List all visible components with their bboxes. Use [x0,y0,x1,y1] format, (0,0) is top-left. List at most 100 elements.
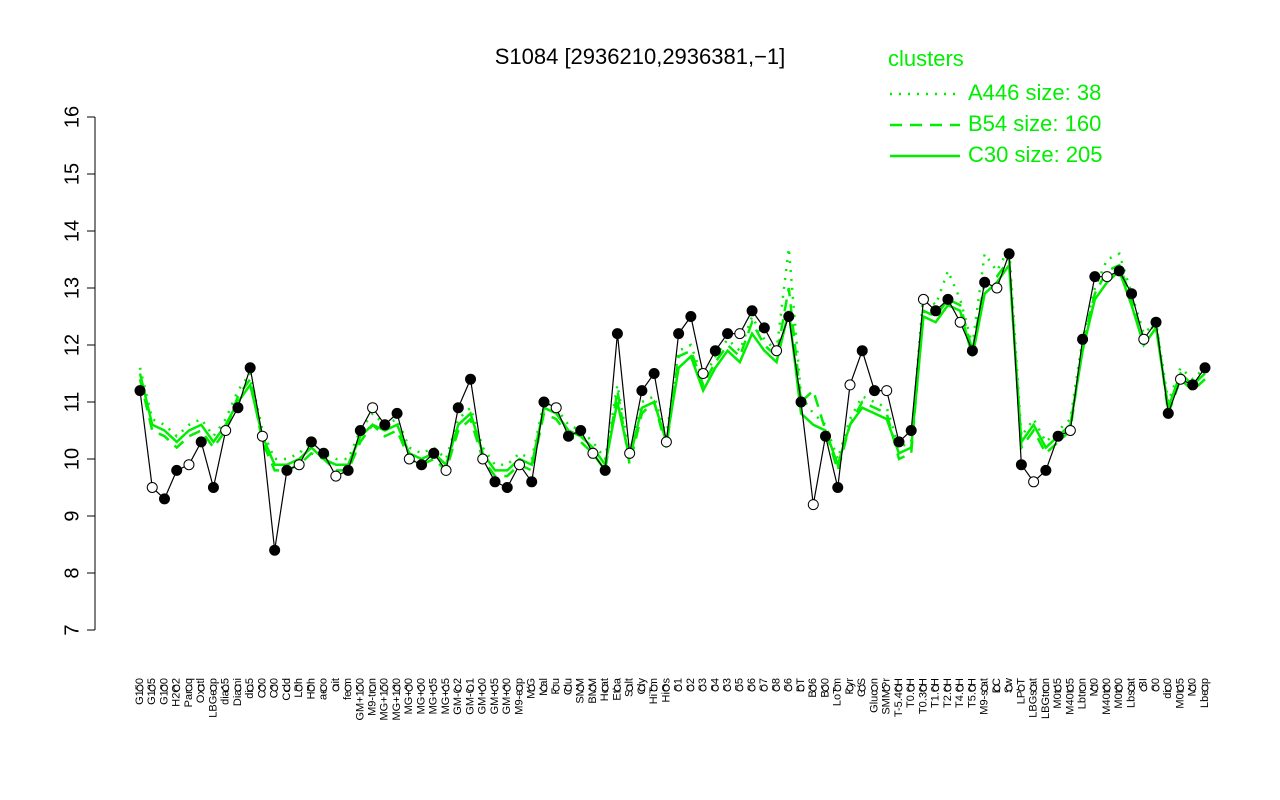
data-point [954,316,966,328]
data-point [281,464,293,476]
x-tick-label: MG+120 [391,678,403,721]
data-point [930,305,942,317]
x-tick-label: Lbexp [1199,678,1211,708]
x-tick-marker [577,684,585,692]
x-tick-marker [234,684,242,692]
x-tick-label: LoTm [832,678,844,706]
x-tick-label: Lbtran [1076,678,1088,709]
x-tick-marker [356,684,364,692]
x-tick-marker [1140,684,1148,692]
y-tick-label: 14 [61,220,83,242]
x-tick-label: M40t90 [1101,678,1113,715]
x-tick-marker [1152,684,1160,692]
data-point [1162,407,1174,419]
x-tick-marker [160,684,168,692]
data-point [550,402,562,414]
y-tick-label: 13 [61,277,83,299]
x-tick-marker [564,684,572,692]
cluster-line [138,243,1206,466]
x-tick-marker [295,684,303,692]
data-point [305,436,317,448]
x-tick-label: M9-tran [366,678,378,716]
y-tick-label: 9 [61,510,83,521]
x-tick-label: M40t45 [1064,678,1076,715]
x-tick-marker [748,684,756,692]
x-tick-label: Glucon [868,678,880,713]
data-point [562,430,574,442]
data-point [220,425,232,436]
legend-label: C30 size: 205 [968,142,1103,167]
data-point [134,385,146,397]
x-tick-label: Diami [232,678,244,706]
data-point [685,311,697,322]
x-tick-label: GM+150 [354,678,366,721]
y-tick-label: 12 [61,334,83,356]
legend-title: clusters [888,46,964,71]
x-tick-label: T4.0H [954,678,966,708]
x-tick-marker [662,684,670,692]
x-tick-marker [197,684,205,692]
data-point [807,499,819,511]
data-point [477,453,489,465]
data-point [293,459,305,471]
x-tick-label: MG+90 [403,678,415,714]
x-tick-label: H2O2 [171,678,183,707]
data-point [379,419,391,431]
x-tick-label: M0t45 [1174,678,1186,709]
x-tick-marker [258,684,266,692]
data-point [722,328,734,340]
x-tick-label: M0t45 [1052,678,1064,709]
x-tick-label: MG+15 [440,678,452,714]
data-point [403,453,415,465]
x-tick-label: Lbstat [1125,678,1137,708]
data-point [244,362,256,374]
x-tick-marker [515,684,523,692]
x-tick-marker [1017,684,1025,692]
data-point [1089,271,1101,283]
x-tick-marker [552,684,560,692]
x-tick-marker [1128,684,1136,692]
y-tick-label: 11 [61,392,83,413]
data-point [440,464,452,476]
x-tick-marker [173,684,181,692]
x-tick-marker [1177,684,1185,692]
x-tick-marker [675,684,683,692]
x-tick-marker [381,684,389,692]
data-point [917,293,929,305]
data-point [1187,379,1199,391]
data-point [1150,316,1162,328]
x-tick-marker [283,684,291,692]
x-tick-marker [638,684,646,692]
x-tick-marker [968,684,976,692]
y-tick-label: 16 [61,106,83,128]
x-tick-label: T-5.40H [893,678,905,717]
x-tick-label: MG+45 [428,678,440,714]
x-tick-label: GM-0.2 [452,678,464,715]
x-tick-label: T0.0H [905,678,917,708]
x-tick-marker [687,684,695,692]
x-tick-marker [528,684,536,692]
x-tick-label: LBGtran [1040,678,1052,719]
data-point [697,368,709,379]
data-point [881,385,893,397]
x-tick-marker [650,684,658,692]
x-tick-label: GM+90 [501,678,513,714]
x-tick-label: M9-stat [979,678,991,715]
data-point [979,276,991,288]
x-tick-marker [246,684,254,692]
data-point [416,459,428,471]
x-tick-marker [467,684,475,692]
x-tick-marker [883,684,891,692]
data-point [1077,333,1089,345]
x-tick-marker [430,684,438,692]
x-tick-label: Paraq [183,678,195,707]
x-tick-label: MG+150 [379,678,391,721]
x-tick-label: T2.0H [942,678,954,708]
data-point [771,345,783,357]
x-tick-marker [1201,684,1209,692]
x-tick-marker [797,684,805,692]
chart-title: S1084 [2936210,2936381,−1] [495,44,786,69]
x-tick-marker [1189,684,1197,692]
x-tick-marker [834,684,842,692]
